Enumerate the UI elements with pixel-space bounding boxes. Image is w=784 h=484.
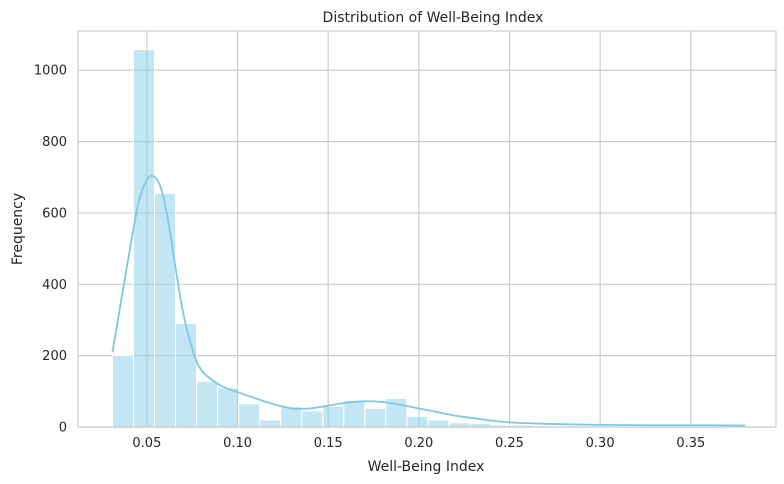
y-tick-label: 400	[42, 278, 67, 293]
histogram-bar	[364, 407, 387, 428]
histogram-bar	[154, 192, 177, 428]
histogram-bar	[406, 415, 429, 428]
histogram-bar	[111, 355, 134, 428]
histogram-bar	[259, 419, 282, 428]
y-tick-label: 800	[42, 135, 67, 150]
histogram-bar	[175, 323, 198, 428]
ticks-layer: 0.05 0.10 0.15 0.20 0.25 0.30 0.35 0 200 400 600 80…	[34, 64, 705, 451]
x-tick-label: 0.05	[132, 436, 161, 451]
x-tick-label: 0.35	[676, 436, 705, 451]
y-tick-label: 1000	[34, 64, 67, 79]
histogram-bar	[343, 399, 366, 428]
bars-layer	[111, 49, 744, 428]
kde-curve	[111, 174, 746, 427]
histogram-bar	[238, 403, 261, 428]
x-tick-label: 0.10	[223, 436, 252, 451]
x-tick-label: 0.25	[495, 436, 524, 451]
x-axis-label: Well-Being Index	[368, 459, 485, 475]
histogram-bar	[217, 387, 240, 428]
x-tick-label: 0.30	[586, 436, 615, 451]
chart-title: Distribution of Well-Being Index	[323, 10, 544, 26]
x-tick-label: 0.20	[404, 436, 433, 451]
histogram-bar	[427, 419, 450, 428]
histogram-bar	[301, 410, 324, 428]
y-axis-label: Frequency	[10, 193, 26, 265]
plot-frame	[77, 30, 777, 428]
y-tick-label: 200	[42, 349, 67, 364]
y-tick-label: 600	[42, 206, 67, 221]
kde-layer	[111, 174, 746, 427]
histogram-bar	[132, 49, 156, 428]
y-tick-label: 0	[59, 421, 67, 436]
histogram-bar	[448, 422, 471, 428]
x-tick-label: 0.15	[314, 436, 343, 451]
histogram-bar	[322, 405, 345, 428]
histogram-bar	[196, 380, 219, 428]
